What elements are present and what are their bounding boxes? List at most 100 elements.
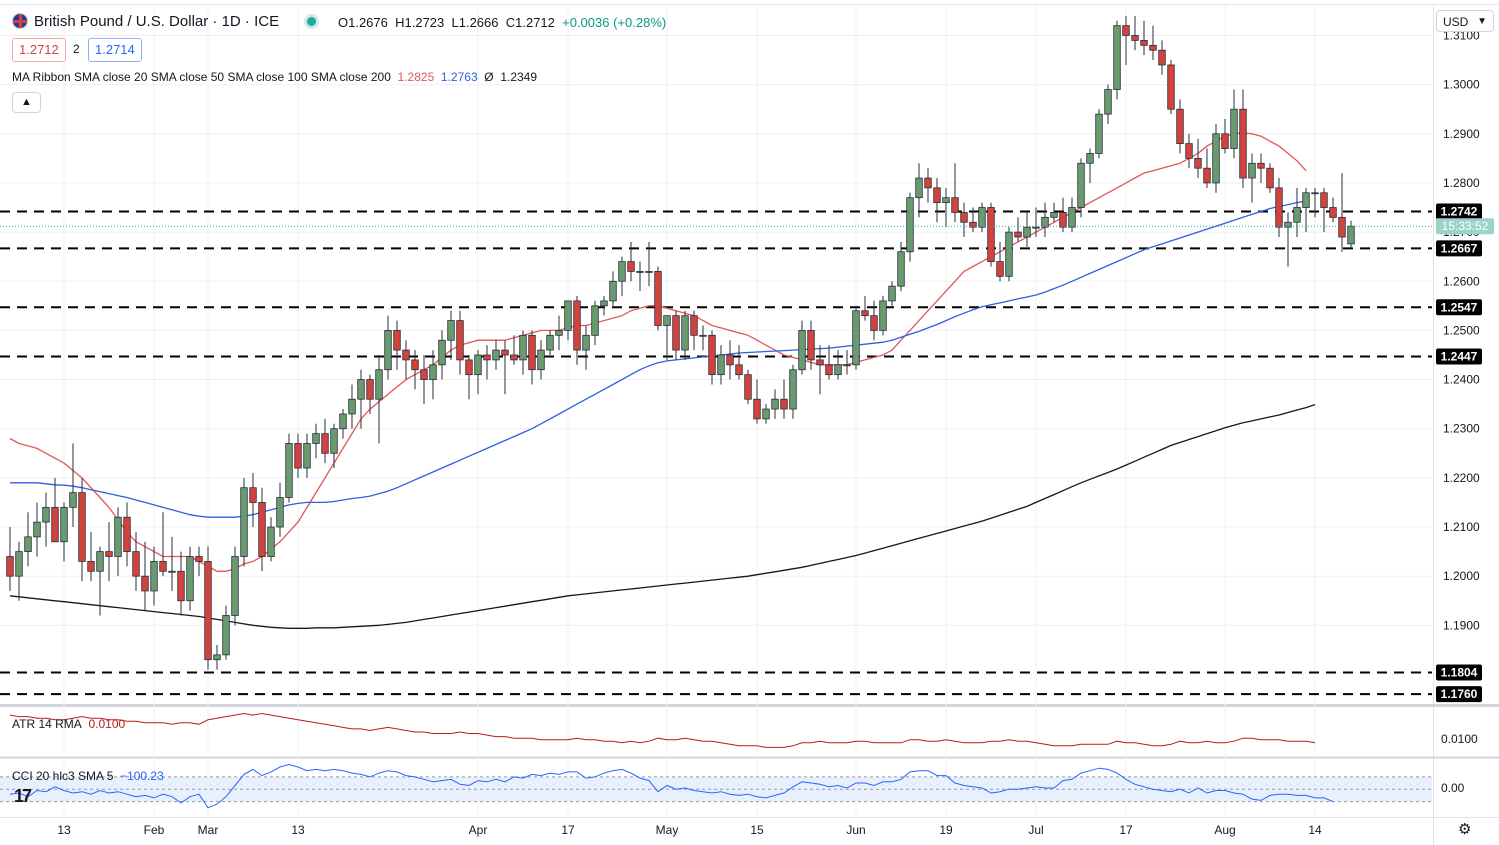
sma50-value: 1.2763	[440, 70, 478, 84]
candle-up	[69, 492, 77, 508]
buy-price-box[interactable]: 1.2714	[88, 38, 142, 62]
candle-down	[402, 349, 410, 361]
candle-up	[645, 271, 653, 273]
candle-up	[384, 330, 392, 371]
ohlc-high: H1.2723	[395, 15, 445, 30]
price-tick-label: 1.2600	[1443, 274, 1480, 288]
candle-up	[276, 497, 284, 528]
candle-up	[1212, 133, 1220, 184]
candle-down	[807, 330, 815, 361]
candle-up	[1113, 25, 1121, 90]
market-status-icon[interactable]	[307, 17, 316, 26]
candle-up	[447, 320, 455, 341]
price-tick-label: 1.2100	[1443, 520, 1480, 534]
candle-up	[96, 551, 104, 572]
candle-down	[1122, 25, 1130, 36]
candle-up	[213, 654, 221, 661]
candle-up	[150, 561, 158, 592]
candle-up	[114, 516, 122, 557]
candle-up	[1023, 226, 1031, 238]
candle-up	[717, 354, 725, 376]
candle-down	[951, 197, 959, 213]
ma-ribbon-label: MA Ribbon SMA close 20 SMA close 50 SMA …	[12, 70, 391, 84]
candle-up	[636, 271, 644, 273]
candle-up	[231, 556, 239, 616]
candle-up	[618, 261, 626, 282]
candle-up	[1041, 216, 1049, 228]
price-tick-label: 1.2200	[1443, 471, 1480, 485]
candle-down	[204, 561, 212, 661]
candle-down	[294, 443, 302, 469]
candle-down	[654, 271, 662, 326]
candle-down	[123, 516, 131, 553]
time-tick-label: 13	[57, 823, 71, 837]
level-price-label: 1.2547	[1441, 300, 1478, 314]
candle-up	[537, 349, 545, 371]
candle-down	[258, 502, 266, 557]
candle-up	[24, 536, 32, 553]
candle-down	[1266, 167, 1274, 189]
candle-up	[1248, 162, 1256, 179]
candle-up	[834, 364, 842, 376]
price-tick-label: 1.2300	[1443, 422, 1480, 436]
cci-line	[9, 763, 1334, 809]
candle-up	[942, 197, 950, 204]
candle-up	[555, 330, 563, 336]
candle-down	[1185, 143, 1193, 159]
time-tick-label: 13	[291, 823, 305, 837]
level-price-label: 1.2742	[1441, 204, 1478, 218]
candle-down	[1257, 162, 1265, 169]
atr-legend[interactable]: ATR 14 RMA 0.0100	[12, 717, 125, 731]
tradingview-logo-icon[interactable]: 17	[14, 786, 32, 806]
ohlc-open: O1.2676	[338, 15, 388, 30]
candle-up	[1104, 89, 1112, 115]
candle-up	[1032, 226, 1040, 229]
candle-up	[798, 330, 806, 371]
ma-line-1	[10, 200, 1307, 518]
candle-down	[735, 364, 743, 376]
candle-down	[987, 207, 995, 262]
candle-up	[42, 506, 50, 523]
candle-down	[132, 551, 140, 577]
cci-legend[interactable]: CCI 20 hlc3 SMA 5 −100.23	[12, 769, 164, 783]
candle-up	[60, 506, 68, 543]
candle-up	[1095, 113, 1103, 154]
atr-label: ATR 14 RMA	[12, 717, 82, 731]
candle-down	[483, 354, 491, 361]
gbp-flag-icon	[12, 13, 28, 29]
candle-down	[708, 334, 716, 376]
candle-up	[564, 300, 572, 331]
candle-up	[267, 526, 275, 557]
time-tick-label: Aug	[1214, 823, 1235, 837]
currency-selector[interactable]: USD ▼	[1436, 10, 1494, 32]
collapse-legend-button[interactable]: ▲	[12, 92, 41, 113]
candle-up	[1311, 192, 1319, 195]
candle-down	[501, 349, 509, 356]
level-price-label: 1.1804	[1441, 666, 1478, 680]
time-tick-label: Mar	[198, 823, 219, 837]
price-tick-label: 1.1900	[1443, 618, 1480, 632]
candle-down	[411, 359, 419, 371]
time-tick-label: Apr	[469, 823, 488, 837]
chevron-down-icon: ▼	[1477, 16, 1487, 27]
candle-up	[312, 433, 320, 444]
candle-up	[240, 487, 248, 557]
candle-down	[51, 506, 59, 543]
candle-up	[1302, 192, 1310, 208]
candle-down	[1149, 44, 1157, 51]
candle-up	[429, 364, 437, 380]
ohlc-readout: O1.2676 H1.2723 L1.2666 C1.2712 +0.0036 …	[338, 15, 666, 30]
candle-up	[762, 408, 770, 420]
level-price-tag	[1436, 348, 1482, 365]
level-price-tag	[1436, 664, 1482, 681]
symbol-title[interactable]: British Pound / U.S. Dollar · 1D · ICE	[34, 13, 280, 30]
ma-ribbon-legend[interactable]: MA Ribbon SMA close 20 SMA close 50 SMA …	[12, 70, 537, 84]
candle-up	[771, 398, 779, 410]
gear-icon[interactable]: ⚙	[1458, 821, 1472, 838]
sma100-value: Ø	[484, 70, 494, 84]
sell-price-box[interactable]: 1.2712	[12, 38, 66, 62]
candle-up	[375, 369, 383, 400]
candle-up	[438, 339, 446, 366]
